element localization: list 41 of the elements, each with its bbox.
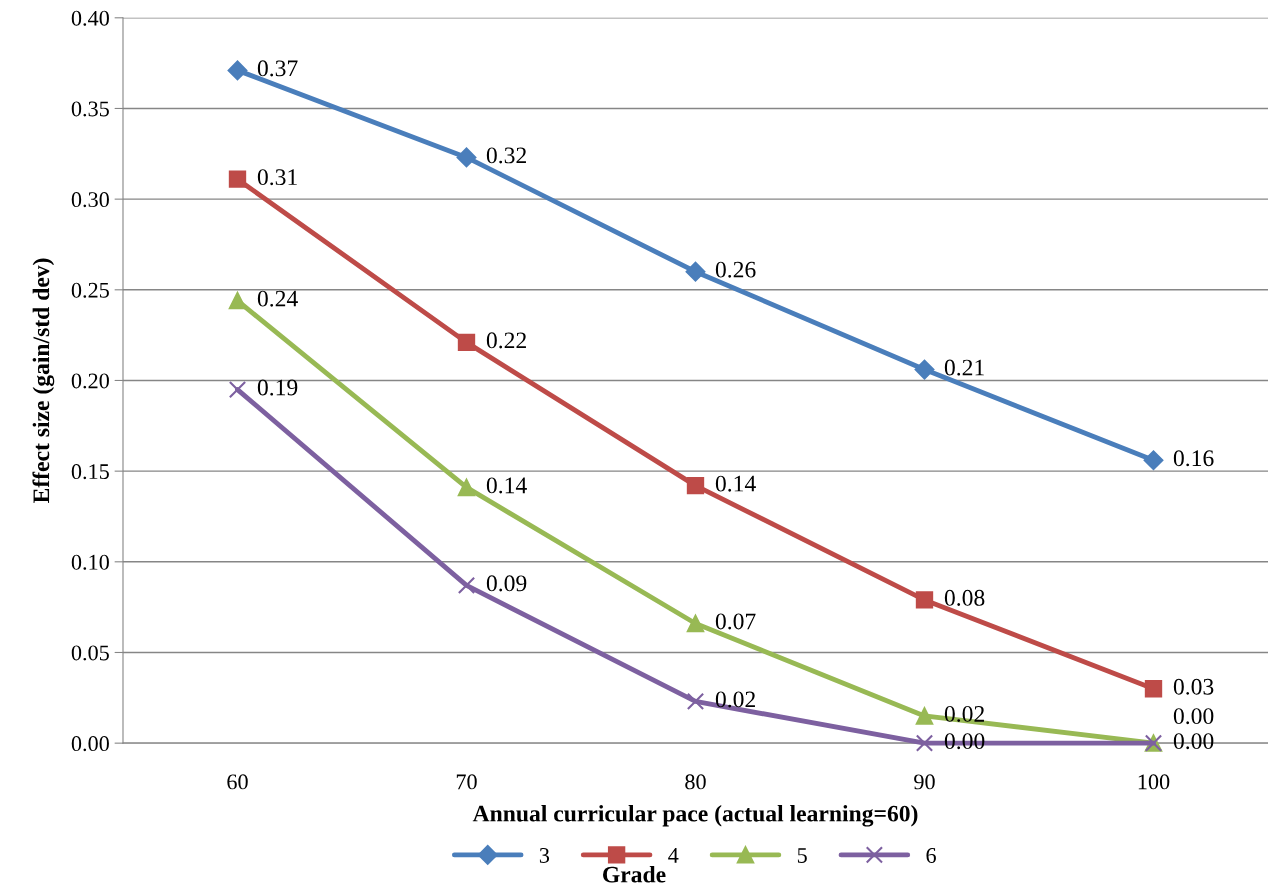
- x-tick-label: 80: [685, 774, 706, 790]
- legend-label: 3: [539, 847, 550, 863]
- data-label: 0.32: [486, 147, 526, 164]
- y-tick-label: 0.20: [71, 373, 109, 389]
- data-label: 0.22: [486, 332, 526, 349]
- data-label: 0.21: [944, 359, 984, 376]
- x-tick-label: 90: [914, 774, 935, 790]
- data-label: 0.16: [1173, 450, 1214, 467]
- x-axis-title: Annual curricular pace (actual learning=60): [472, 804, 918, 827]
- legend-title: Grade: [603, 865, 666, 883]
- data-label: 0.03: [1173, 678, 1214, 695]
- x-tick-label: 60: [227, 774, 248, 790]
- y-tick-label: 0.15: [71, 464, 109, 480]
- data-label: 0.00: [1173, 708, 1214, 725]
- data-label: 0.09: [486, 575, 527, 592]
- legend-label: 4: [668, 848, 679, 863]
- data-label: 0.00: [1173, 733, 1214, 750]
- data-label: 0.07: [715, 613, 756, 630]
- y-tick-label: 0.00: [71, 736, 109, 752]
- data-label: 0.14: [486, 477, 527, 494]
- legend-label: 5: [797, 848, 807, 863]
- data-label: 0.19: [257, 379, 298, 396]
- y-tick-label: 0.05: [71, 645, 109, 661]
- y-tick-label: 0.30: [71, 192, 109, 208]
- y-tick-label: 0.10: [71, 554, 109, 570]
- x-tick-label: 100: [1138, 774, 1170, 790]
- data-label: 0.00: [944, 733, 985, 750]
- y-tick-label: 0.40: [71, 10, 109, 26]
- data-label: 0.31: [257, 169, 297, 186]
- data-label: 0.14: [715, 475, 756, 492]
- y-axis-title: Effect size (gain/std dev): [32, 258, 55, 504]
- y-tick-label: 0.35: [71, 101, 109, 117]
- data-label: 0.02: [944, 705, 984, 722]
- legend-label: 6: [926, 847, 936, 863]
- x-tick-label: 70: [456, 774, 477, 790]
- y-tick-label: 0.25: [71, 282, 109, 298]
- data-label: 0.26: [715, 261, 756, 278]
- data-label: 0.02: [715, 691, 755, 708]
- data-label: 0.37: [257, 60, 298, 77]
- data-label: 0.24: [257, 290, 298, 307]
- data-label: 0.08: [944, 589, 985, 606]
